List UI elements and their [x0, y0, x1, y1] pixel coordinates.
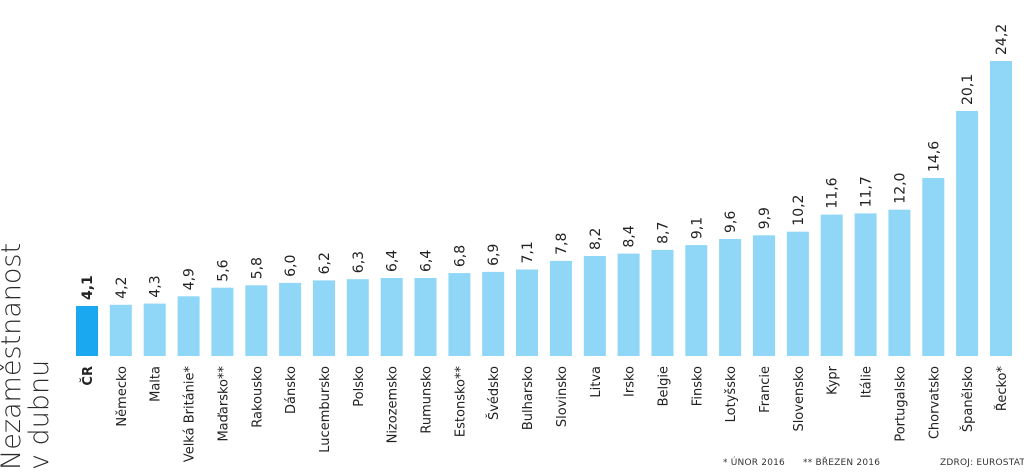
value-label-5: 5,6 — [215, 259, 231, 281]
bar-20 — [719, 239, 742, 356]
y-axis-label-line-2: v dubnu — [24, 359, 55, 470]
value-label-28: 24,2 — [994, 24, 1010, 55]
value-label-23: 11,6 — [825, 177, 841, 208]
value-label-18: 8,7 — [656, 222, 672, 244]
category-label-20: Lotyšsko — [724, 366, 739, 422]
category-label-7: Dánsko — [284, 366, 299, 414]
category-label-4: Velká Británie* — [183, 366, 198, 463]
value-label-6: 5,8 — [249, 257, 265, 279]
value-label-13: 6,9 — [486, 244, 502, 266]
bar-2 — [109, 304, 132, 356]
y-axis-label: Nezaměstnanost v dubnu — [0, 242, 55, 470]
bar-13 — [482, 271, 505, 356]
value-label-25: 12,0 — [892, 173, 908, 204]
category-label-23: Kypr — [826, 365, 841, 395]
bar-25 — [888, 209, 911, 356]
bar-11 — [414, 278, 437, 356]
value-label-3: 4,3 — [148, 275, 164, 297]
bar-16 — [583, 256, 606, 356]
value-label-9: 6,3 — [351, 251, 367, 273]
bar-1 — [76, 306, 98, 356]
bar-21 — [753, 235, 775, 356]
bar-22 — [786, 231, 809, 356]
category-label-10: Nizozemsko — [386, 366, 401, 443]
value-label-2: 4,2 — [114, 277, 130, 299]
value-label-22: 10,2 — [791, 195, 807, 226]
category-label-5: Maďarsko** — [216, 366, 231, 442]
bar-7 — [279, 282, 302, 356]
bar-9 — [346, 279, 369, 356]
category-label-19: Finsko — [690, 366, 705, 406]
value-label-1: 4,1 — [80, 275, 96, 300]
category-label-22: Slovensko — [792, 366, 807, 432]
value-label-27: 20,1 — [960, 74, 976, 105]
category-label-11: Rumunsko — [420, 366, 435, 434]
category-label-14: Bulharsko — [521, 366, 536, 430]
bar-28 — [990, 61, 1012, 356]
bar-5 — [211, 287, 234, 356]
value-label-7: 6,0 — [283, 255, 299, 277]
category-label-2: Německo — [115, 366, 130, 427]
bar-3 — [143, 303, 166, 356]
bar-15 — [549, 260, 572, 356]
category-label-13: Švédsko — [486, 366, 502, 420]
source-note: ZDROJ: EUROSTAT — [940, 458, 1024, 468]
category-label-24: Itálie — [860, 366, 875, 398]
value-label-20: 9,6 — [723, 211, 739, 233]
bar-23 — [820, 214, 843, 356]
value-label-14: 7,1 — [520, 241, 536, 263]
footnote-unor: * ÚNOR 2016 — [723, 458, 785, 468]
value-label-15: 7,8 — [554, 233, 570, 255]
category-label-21: Francie — [758, 366, 773, 413]
bar-12 — [448, 273, 471, 356]
value-label-16: 8,2 — [588, 228, 604, 250]
value-label-8: 6,2 — [317, 252, 333, 274]
value-label-21: 9,9 — [757, 207, 773, 229]
value-label-4: 4,9 — [182, 268, 198, 290]
value-label-24: 11,7 — [859, 176, 875, 207]
category-label-17: Irsko — [623, 366, 638, 397]
category-label-3: Malta — [149, 366, 164, 402]
bar-24 — [854, 213, 877, 356]
bar-18 — [651, 249, 674, 356]
bar-8 — [313, 280, 335, 356]
category-label-25: Portugalsko — [893, 366, 908, 442]
bar-26 — [922, 178, 945, 356]
category-label-8: Lucembursko — [318, 366, 333, 453]
value-label-26: 14,6 — [926, 141, 942, 172]
bar-17 — [617, 253, 640, 356]
category-label-12: Estonsko** — [453, 366, 468, 438]
category-label-28: Řecko* — [994, 366, 1010, 412]
bar-10 — [380, 278, 403, 356]
category-label-16: Litva — [589, 366, 604, 398]
category-label-26: Chorvatsko — [927, 366, 942, 439]
bar-6 — [245, 285, 268, 356]
bar-19 — [685, 245, 708, 356]
value-label-11: 6,4 — [419, 250, 435, 272]
value-label-17: 8,4 — [622, 225, 638, 247]
y-axis-label-line-1: Nezaměstnanost — [0, 242, 27, 470]
bar-4 — [177, 296, 200, 356]
category-label-1: ČR — [80, 366, 96, 386]
value-label-12: 6,8 — [452, 245, 468, 267]
category-label-18: Belgie — [657, 366, 672, 406]
category-label-9: Polsko — [352, 366, 367, 407]
footnote-brezen: ** BŘEZEN 2016 — [803, 458, 881, 468]
bar-27 — [956, 111, 979, 356]
bar-14 — [516, 269, 538, 356]
value-label-10: 6,4 — [385, 250, 401, 272]
value-label-19: 9,1 — [689, 217, 705, 239]
category-label-6: Rakousko — [250, 366, 265, 428]
category-label-15: Slovinsko — [555, 366, 570, 427]
category-label-27: Španělsko — [960, 366, 976, 432]
